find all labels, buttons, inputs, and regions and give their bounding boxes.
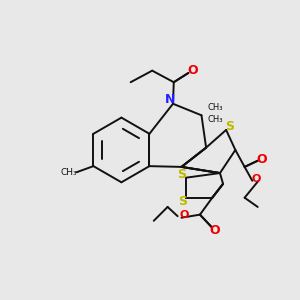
Text: O: O [251, 174, 261, 184]
Text: O: O [180, 210, 189, 220]
Text: CH₃: CH₃ [208, 103, 223, 112]
Text: N: N [165, 93, 175, 106]
Text: O: O [188, 64, 198, 77]
Text: O: O [209, 224, 220, 236]
Text: S: S [177, 168, 186, 181]
Text: S: S [178, 195, 188, 208]
Text: S: S [226, 120, 235, 133]
Text: CH₃: CH₃ [208, 116, 223, 124]
Text: CH₃: CH₃ [61, 168, 77, 177]
Text: O: O [256, 153, 267, 166]
